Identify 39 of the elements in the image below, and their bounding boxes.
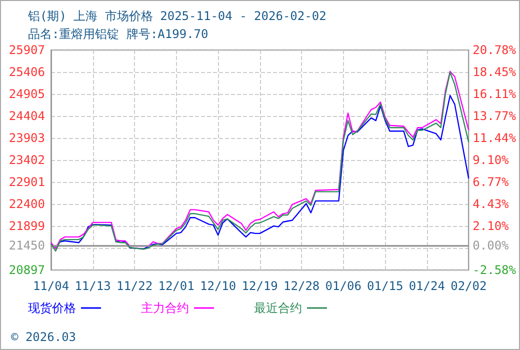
x-tick-label: 12/28 (284, 279, 320, 293)
legend-label: 主力合约 (141, 301, 189, 315)
y-tick-label: 24404 (8, 109, 45, 123)
chart-subtitle: 品名:重熔用铝锭 牌号:A199.70 (28, 27, 208, 41)
y2-tick-label: 18.45% (472, 64, 517, 79)
y2-tick-label: 6.77% (472, 174, 510, 189)
y-tick-label: 24905 (8, 87, 45, 101)
y2-tick-label: 9.10% (472, 153, 510, 167)
x-tick-label: 11/04 (32, 279, 70, 293)
y-tick-label: 21899 (8, 219, 45, 233)
x-tick-label: 11/13 (74, 279, 111, 293)
y-tick-label: 20897 (8, 263, 45, 277)
chart-title: 铝(期) 上海 市场价格 2025-11-04 - 2026-02-02 (27, 9, 326, 23)
y2-tick-label: 2.10% (472, 218, 510, 233)
y-tick-label: 22901 (8, 175, 45, 189)
x-tick-label: 12/19 (242, 279, 278, 293)
y2-tick-label: 16.11% (472, 86, 517, 101)
x-tick-label: 01/06 (325, 279, 362, 293)
y-tick-label: 22400 (8, 197, 45, 211)
legend-label: 现货价格 (28, 301, 76, 315)
legend-label: 最近合约 (254, 301, 302, 315)
y-tick-label: 23402 (8, 153, 45, 167)
x-tick-label: 12/01 (158, 279, 194, 293)
y2-tick-label: 11.44% (472, 130, 517, 145)
y-tick-label: 23903 (8, 131, 45, 145)
x-tick-label: 02/02 (450, 279, 487, 293)
y2-tick-label: 0.00% (472, 238, 510, 253)
x-tick-label: 01/24 (408, 279, 445, 293)
y2-tick-label: -2.58% (472, 263, 517, 277)
y2-tick-label: 13.77% (472, 109, 517, 124)
y2-tick-label: 4.43% (472, 196, 510, 211)
x-tick-label: 12/10 (200, 279, 236, 293)
y-tick-label: 25406 (8, 65, 45, 79)
x-tick-label: 11/22 (116, 279, 153, 293)
y-tick-label: 21450 (8, 238, 45, 253)
text: © 2026.03 (11, 330, 76, 344)
y2-tick-label: 20.78% (472, 43, 517, 57)
x-tick-label: 01/15 (367, 279, 404, 293)
y-tick-label: 25907 (8, 43, 45, 57)
